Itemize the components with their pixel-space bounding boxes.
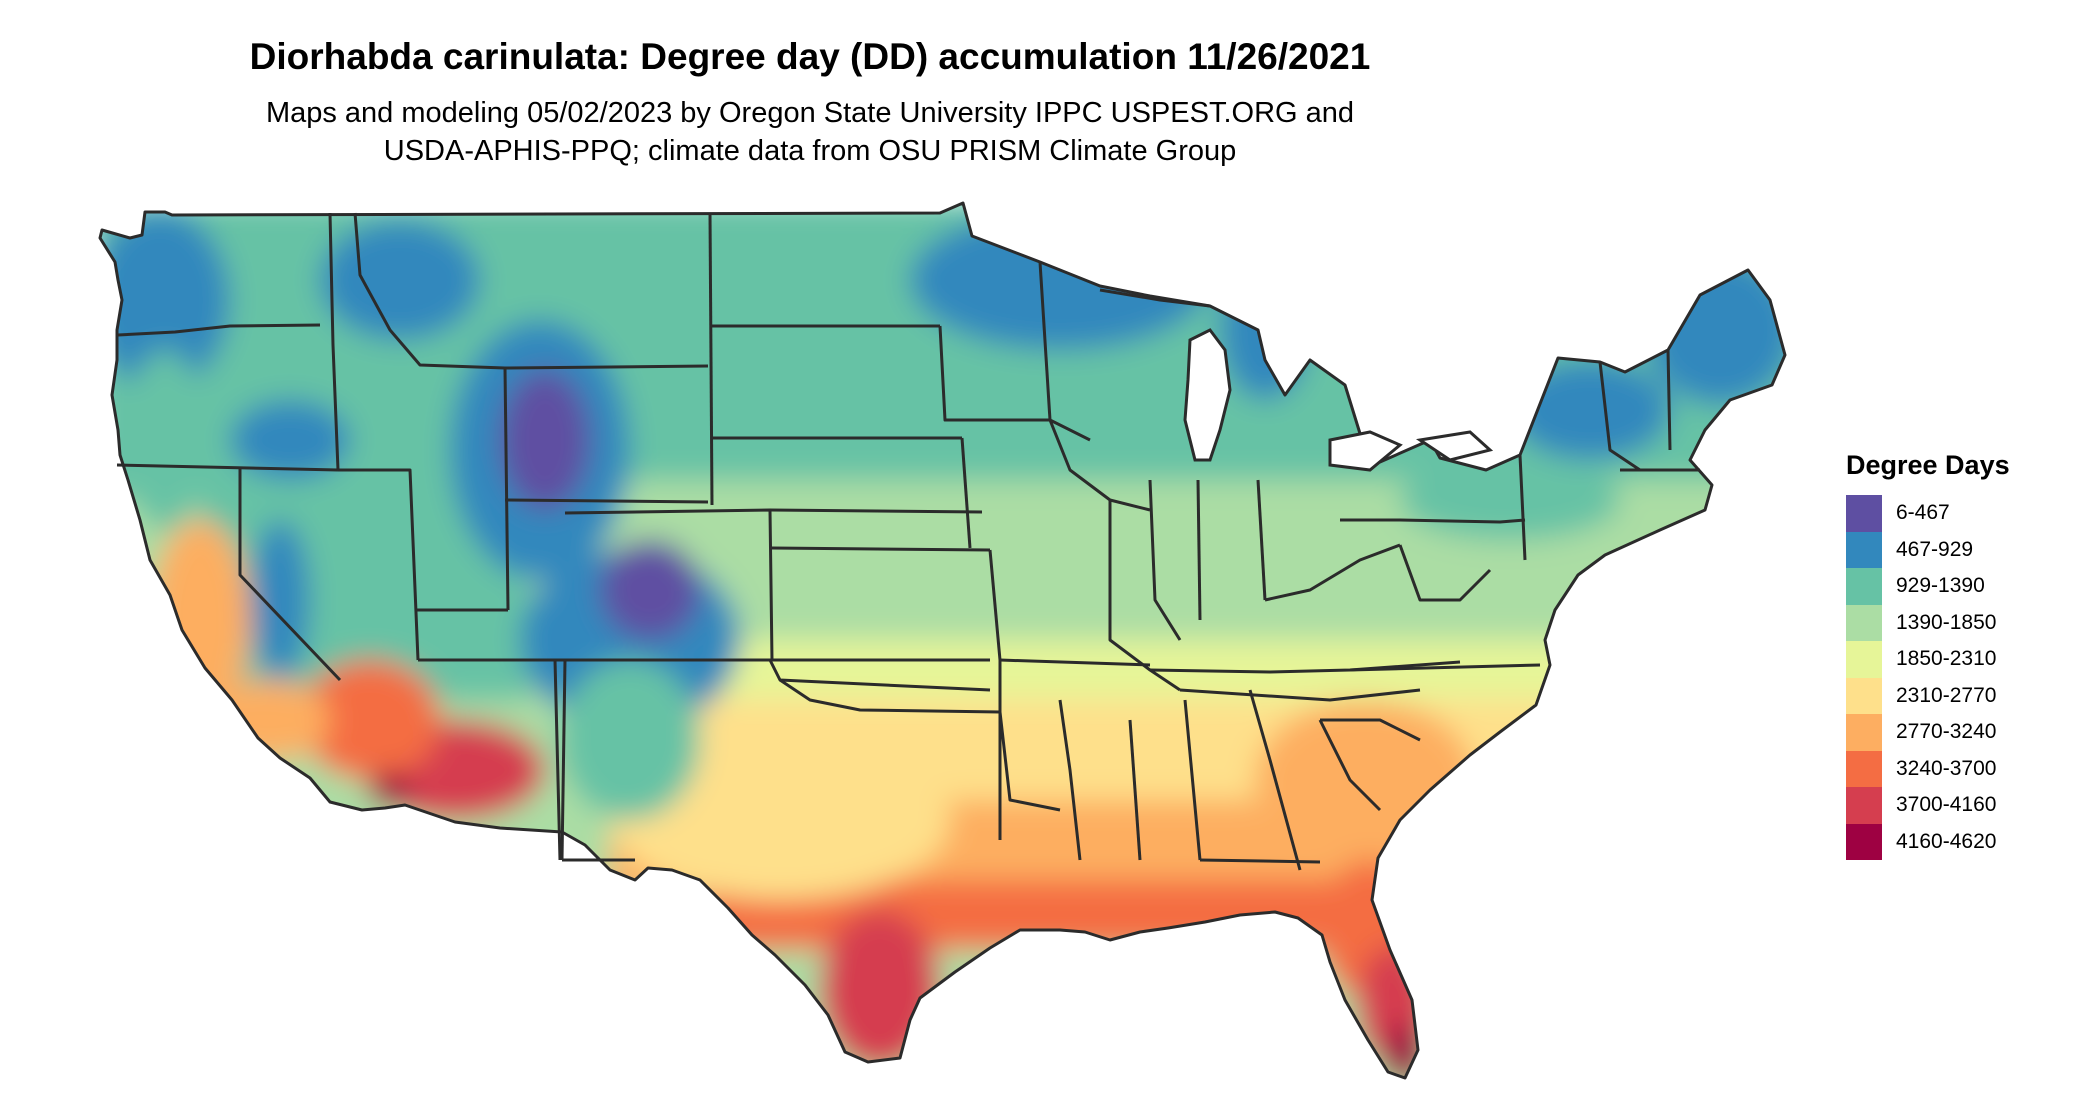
legend-swatch: [1846, 641, 1882, 678]
legend-swatch: [1846, 823, 1882, 860]
legend-swatch: [1846, 787, 1882, 824]
degree-day-raster: [100, 203, 1785, 1078]
legend-item: 4160-4620: [1846, 823, 2086, 860]
legend-item: 467-929: [1846, 531, 2086, 568]
legend-title: Degree Days: [1846, 450, 2010, 480]
degree-days-legend: Degree Days 6-467 467-929 929-1390 1390-185…: [1846, 450, 2086, 860]
legend-item: 3240-3700: [1846, 750, 2086, 787]
legend-item: 1390-1850: [1846, 604, 2086, 641]
legend-items: 6-467 467-929 929-1390 1390-1850 1850-2310 23…: [1846, 495, 2086, 860]
legend-label: 2770-3240: [1896, 720, 1997, 744]
map-subtitle: Maps and modeling 05/02/2023 by Oregon S…: [0, 94, 1620, 170]
legend-swatch: [1846, 531, 1882, 568]
subtitle-line-2: USDA-APHIS-PPQ; climate data from OSU PR…: [383, 135, 1237, 167]
legend-label: 3700-4160: [1896, 793, 1997, 817]
legend-swatch: [1846, 495, 1882, 532]
legend-item: 6-467: [1846, 495, 2086, 532]
legend-swatch: [1846, 677, 1882, 714]
great-lakes: [1183, 328, 1494, 472]
legend-label: 4160-4620: [1896, 829, 1997, 853]
map-title: Diorhabda carinulata: Degree day (DD) ac…: [249, 36, 1371, 77]
legend-item: 2770-3240: [1846, 714, 2086, 751]
legend-swatch: [1846, 714, 1882, 751]
map-svg: [98, 201, 1787, 1080]
legend-swatch: [1846, 750, 1882, 787]
us-degree-day-map: [90, 200, 1820, 1100]
legend-label: 1850-2310: [1896, 647, 1997, 671]
legend-item: 929-1390: [1846, 568, 2086, 605]
state-borders: [98, 201, 1787, 1080]
legend-swatch: [1846, 568, 1882, 605]
legend-label: 2310-2770: [1896, 683, 1997, 707]
legend-item: 1850-2310: [1846, 641, 2086, 678]
legend-label: 467-929: [1896, 537, 1974, 561]
legend-swatch: [1846, 604, 1882, 641]
legend-label: 1390-1850: [1896, 610, 1997, 634]
legend-label: 929-1390: [1896, 574, 1985, 598]
legend-label: 3240-3700: [1896, 756, 1997, 780]
subtitle-line-1: Maps and modeling 05/02/2023 by Oregon S…: [265, 97, 1355, 129]
legend-item: 3700-4160: [1846, 787, 2086, 824]
legend-label: 6-467: [1896, 501, 1950, 525]
legend-item: 2310-2770: [1846, 677, 2086, 714]
